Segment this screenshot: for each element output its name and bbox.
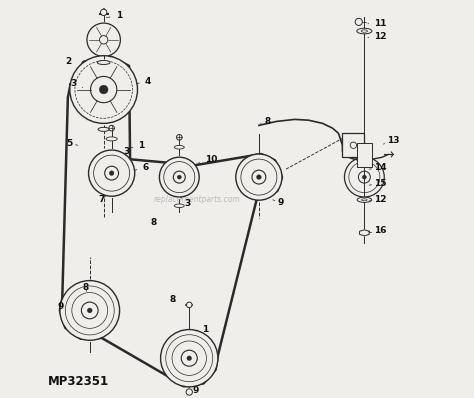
Text: 3: 3 [181,197,191,208]
Circle shape [109,171,114,176]
Circle shape [186,389,192,395]
Ellipse shape [98,127,109,131]
Circle shape [256,175,261,179]
Text: 4: 4 [137,77,151,86]
Circle shape [60,281,119,340]
Ellipse shape [174,204,184,208]
Circle shape [187,356,191,361]
Circle shape [100,9,107,16]
Text: 3: 3 [71,79,82,88]
Text: 12: 12 [368,32,387,41]
Bar [357,143,372,167]
Text: 13: 13 [383,136,400,144]
Circle shape [362,175,366,179]
Circle shape [100,36,108,44]
Circle shape [99,85,108,94]
Circle shape [91,76,117,103]
Text: 8: 8 [260,117,270,126]
Text: 9: 9 [189,386,199,395]
Text: 1: 1 [107,12,122,20]
Circle shape [186,302,192,308]
Ellipse shape [106,137,117,141]
Text: 12: 12 [369,195,387,204]
Circle shape [105,166,118,180]
Circle shape [87,308,92,313]
Text: 7: 7 [99,195,106,203]
Circle shape [358,171,370,183]
Circle shape [181,350,197,366]
Circle shape [350,142,356,148]
Circle shape [177,175,181,179]
Text: 1: 1 [196,325,208,334]
Text: 16: 16 [369,226,387,235]
Ellipse shape [357,28,372,34]
Circle shape [252,170,266,184]
Text: 9: 9 [273,199,284,207]
Text: 6: 6 [134,163,148,172]
Bar [343,133,365,157]
Circle shape [173,171,185,183]
Text: 10: 10 [198,156,218,164]
Text: 14: 14 [369,164,387,172]
Text: 8: 8 [82,283,89,292]
Ellipse shape [174,145,184,149]
Circle shape [161,330,218,387]
Ellipse shape [97,60,110,64]
Circle shape [345,157,384,197]
Circle shape [70,56,137,123]
Text: 5: 5 [67,139,78,148]
Circle shape [82,302,98,319]
Ellipse shape [357,197,372,202]
Text: 3: 3 [124,147,130,156]
Text: replacementparts.com: replacementparts.com [154,195,241,203]
Text: 8: 8 [150,219,156,227]
Circle shape [89,150,135,196]
Text: 1: 1 [130,141,145,150]
Circle shape [87,23,120,57]
Text: 2: 2 [65,57,71,66]
Text: 9: 9 [57,302,64,311]
Polygon shape [360,230,369,236]
Circle shape [176,135,182,140]
Circle shape [236,154,282,200]
Circle shape [109,125,114,131]
Text: 8: 8 [169,295,175,304]
Circle shape [355,18,362,25]
Text: 11: 11 [368,19,387,27]
Circle shape [159,157,199,197]
Text: MP32351: MP32351 [48,375,109,388]
Text: 15: 15 [369,179,387,188]
